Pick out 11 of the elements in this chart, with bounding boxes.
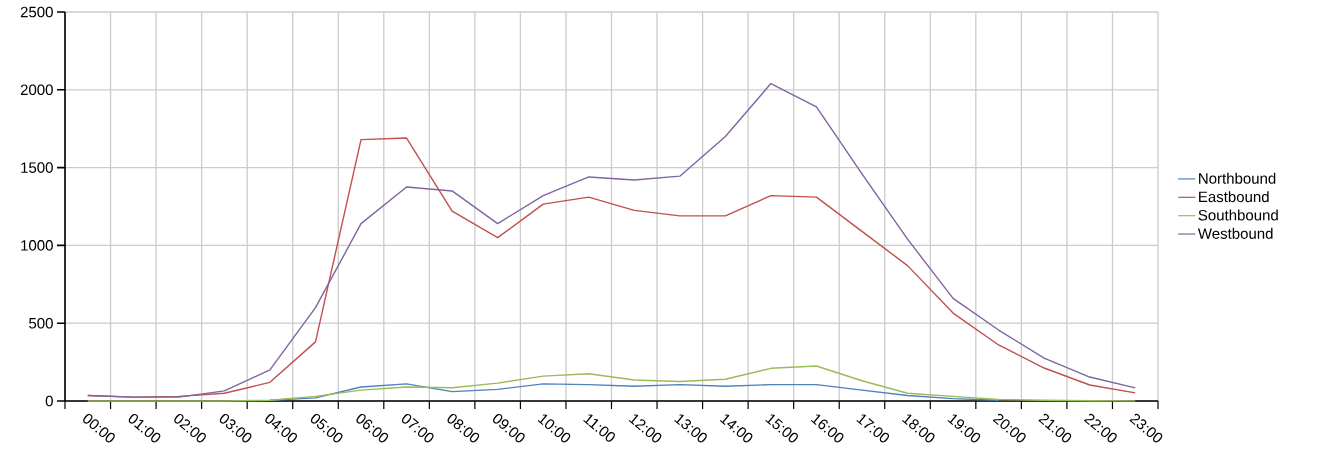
- y-tick-label: 0: [45, 395, 53, 407]
- y-tick-label: 2000: [20, 84, 53, 96]
- y-tick-label: 2500: [20, 6, 53, 18]
- line-series: [87, 82, 1136, 398]
- legend-label: Northbound: [1199, 172, 1276, 184]
- legend-label: Southbound: [1198, 209, 1278, 221]
- y-tick-label: 1000: [21, 240, 53, 251]
- y-tick-label: 1500: [21, 162, 53, 173]
- legend-label: Eastbound: [1199, 191, 1269, 203]
- legend-label: Westbound: [1197, 227, 1273, 239]
- y-tick-label: 500: [29, 317, 53, 329]
